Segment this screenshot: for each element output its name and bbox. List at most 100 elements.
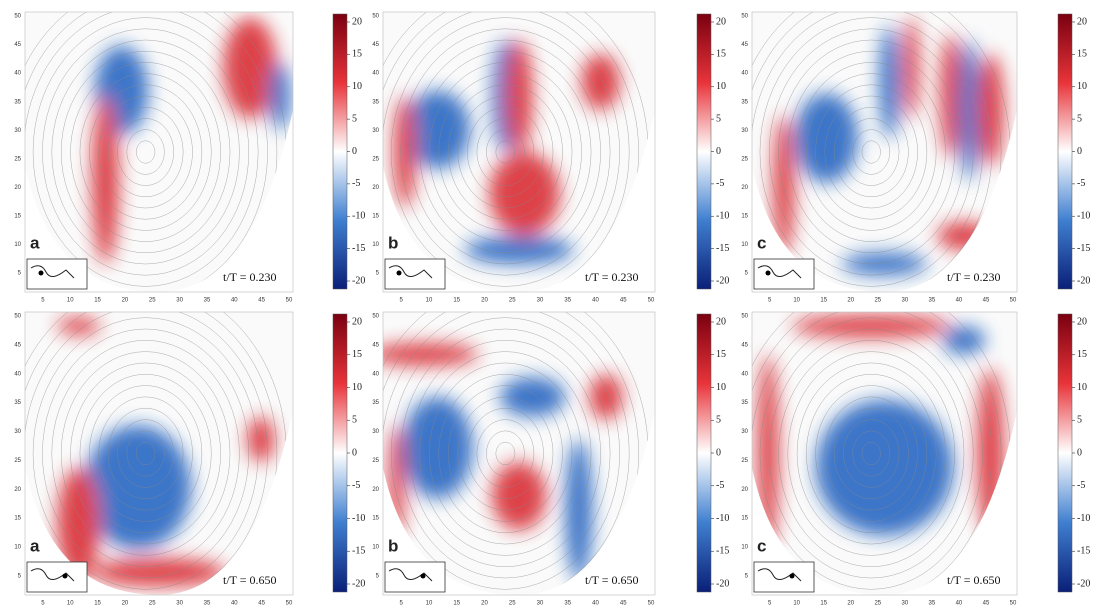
x-tick-label: 10 bbox=[67, 298, 74, 304]
x-tick-label: 50 bbox=[286, 298, 293, 304]
panel: bt/T = 0.2305510101515202025253030353540… bbox=[363, 0, 655, 320]
y-tick-label: 30 bbox=[14, 429, 21, 435]
vorticity-blob bbox=[394, 96, 416, 208]
colorbar-tick-label: -20 bbox=[1077, 578, 1090, 589]
x-tick-label: 5 bbox=[400, 298, 404, 304]
colorbar-tick-label: -15 bbox=[352, 546, 365, 557]
colorbar-tick-label: 20 bbox=[1077, 16, 1087, 27]
vorticity-blob bbox=[489, 152, 560, 236]
colorbar-tick-label: -10 bbox=[352, 513, 365, 524]
colorbar-tick-label: 10 bbox=[716, 382, 726, 393]
colorbar-tick-label: 5 bbox=[1077, 415, 1082, 426]
y-tick-label: 50 bbox=[372, 314, 379, 320]
y-tick-label: 10 bbox=[14, 545, 21, 551]
flow-field bbox=[363, 284, 655, 606]
inset bbox=[27, 562, 87, 592]
x-tick-label: 30 bbox=[537, 601, 544, 606]
panel-letter: c bbox=[757, 536, 766, 555]
colorbar-gradient bbox=[697, 314, 711, 592]
y-tick-label: 45 bbox=[741, 342, 748, 348]
x-tick-label: 50 bbox=[648, 298, 655, 304]
x-tick-label: 15 bbox=[94, 298, 101, 304]
panel: at/T = 0.2305510101515202025253030353540… bbox=[5, 0, 293, 320]
inset-dot bbox=[790, 574, 795, 579]
x-tick-label: 45 bbox=[258, 298, 265, 304]
vorticity-blob bbox=[92, 96, 119, 264]
x-tick-label: 40 bbox=[231, 298, 238, 304]
y-tick-label: 50 bbox=[14, 314, 21, 320]
y-tick-label: 10 bbox=[14, 242, 21, 248]
colorbar-gradient bbox=[697, 14, 711, 289]
vorticity-blob bbox=[977, 54, 1004, 166]
colorbar-tick-label: 15 bbox=[1077, 349, 1087, 360]
y-tick-label: 40 bbox=[741, 371, 748, 377]
colorbar-tick-label: -10 bbox=[716, 513, 729, 524]
x-tick-label: 30 bbox=[176, 298, 183, 304]
x-tick-label: 5 bbox=[768, 601, 772, 606]
panel-letter: a bbox=[30, 233, 40, 252]
x-tick-label: 35 bbox=[204, 298, 211, 304]
colorbar: 20151050-5-10-15-20 bbox=[1058, 314, 1090, 592]
x-tick-label: 30 bbox=[537, 298, 544, 304]
y-tick-label: 15 bbox=[741, 214, 748, 220]
colorbar-tick-label: 20 bbox=[1077, 316, 1087, 327]
colorbar-tick-label: 0 bbox=[716, 146, 721, 157]
x-tick-label: 20 bbox=[481, 601, 488, 606]
vorticity-blob bbox=[223, 18, 277, 119]
x-tick-label: 40 bbox=[956, 298, 963, 304]
vorticity-blob bbox=[565, 439, 592, 580]
x-tick-label: 10 bbox=[793, 298, 800, 304]
panel-letter: b bbox=[388, 536, 398, 555]
y-tick-label: 25 bbox=[372, 156, 379, 162]
y-tick-label: 40 bbox=[372, 371, 379, 377]
colorbar-tick-label: 20 bbox=[716, 16, 726, 27]
x-tick-label: 50 bbox=[1010, 601, 1017, 606]
y-tick-label: 30 bbox=[372, 429, 379, 435]
colorbar-tick-label: -20 bbox=[716, 275, 729, 286]
colorbar-tick-label: 10 bbox=[1077, 81, 1087, 92]
colorbar-tick-label: -10 bbox=[352, 211, 365, 222]
colorbar-tick-label: -15 bbox=[352, 243, 365, 254]
y-tick-label: 50 bbox=[741, 314, 748, 320]
y-tick-label: 15 bbox=[372, 214, 379, 220]
x-tick-label: 15 bbox=[94, 601, 101, 606]
x-tick-label: 45 bbox=[983, 298, 990, 304]
panel: ct/T = 0.6505510101515202025253030353540… bbox=[732, 284, 1017, 606]
colorbar-tick-label: 5 bbox=[352, 113, 357, 124]
y-tick-label: 40 bbox=[372, 71, 379, 77]
x-tick-label: 20 bbox=[847, 298, 854, 304]
colorbar-tick-label: 20 bbox=[352, 16, 362, 27]
inset bbox=[385, 562, 445, 592]
x-tick-label: 20 bbox=[122, 298, 129, 304]
colorbar-gradient bbox=[333, 14, 347, 289]
x-tick-label: 45 bbox=[983, 601, 990, 606]
y-tick-label: 30 bbox=[741, 128, 748, 134]
y-tick-label: 45 bbox=[741, 42, 748, 48]
x-tick-label: 50 bbox=[286, 601, 293, 606]
colorbar-tick-label: -20 bbox=[716, 578, 729, 589]
colorbar-tick-label: 15 bbox=[716, 49, 726, 60]
time-label: t/T = 0.230 bbox=[585, 270, 639, 284]
x-tick-label: 25 bbox=[874, 601, 881, 606]
y-tick-label: 5 bbox=[18, 573, 22, 579]
colorbar-tick-label: -15 bbox=[1077, 243, 1090, 254]
x-tick-label: 40 bbox=[592, 601, 599, 606]
y-tick-label: 15 bbox=[14, 516, 21, 522]
vorticity-blob bbox=[943, 326, 985, 354]
colorbar-tick-label: -5 bbox=[352, 480, 360, 491]
y-tick-label: 35 bbox=[372, 99, 379, 105]
inset-dot bbox=[397, 271, 402, 276]
x-tick-label: 35 bbox=[929, 298, 936, 304]
colorbar-tick-label: -10 bbox=[1077, 513, 1090, 524]
x-tick-label: 5 bbox=[41, 298, 45, 304]
vorticity-blob bbox=[903, 18, 919, 119]
x-tick-label: 20 bbox=[847, 601, 854, 606]
y-tick-label: 45 bbox=[14, 342, 21, 348]
y-tick-label: 15 bbox=[741, 516, 748, 522]
colorbar-tick-label: -20 bbox=[1077, 275, 1090, 286]
vorticity-blob bbox=[977, 369, 1004, 539]
panel: bt/T = 0.6505510101515202025253030353540… bbox=[363, 284, 655, 606]
y-tick-label: 50 bbox=[14, 14, 21, 20]
colorbar-tick-label: -5 bbox=[716, 480, 724, 491]
x-tick-label: 15 bbox=[453, 298, 460, 304]
